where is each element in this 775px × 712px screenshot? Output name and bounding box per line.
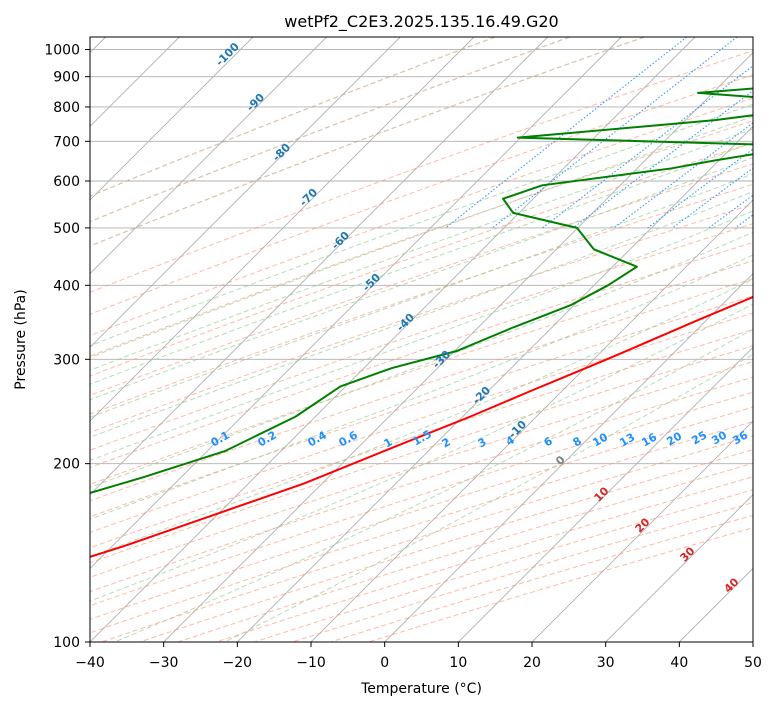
dry-adiabat-line	[90, 295, 753, 518]
dry-adiabat-line	[90, 391, 753, 607]
isotherm-line	[605, 494, 753, 642]
x-tick-label: −40	[75, 655, 105, 671]
plot-frame	[89, 36, 754, 643]
x-axis-label: Temperature (°C)	[360, 681, 482, 697]
y-tick-label: 600	[53, 174, 80, 190]
isotherm-line	[458, 346, 753, 642]
y-tick-label: 900	[53, 70, 80, 86]
dry-adiabat-line	[90, 223, 753, 451]
y-tick-label: 100	[53, 635, 80, 651]
moist-adiabat-line	[114, 328, 753, 642]
x-tick-label: 20	[523, 655, 541, 671]
moist-adiabat-line	[90, 115, 753, 359]
dry-adiabat-line	[90, 50, 753, 293]
y-tick-label: 300	[53, 352, 80, 368]
mixing-ratio-line	[613, 122, 753, 229]
isotherm-line	[237, 125, 753, 642]
moist-adiabat-line	[90, 142, 753, 385]
y-tick-label: 400	[53, 278, 80, 294]
dry-adiabat-line	[90, 260, 753, 485]
isotherm-line	[90, 37, 254, 201]
y-axis-label: Pressure (hPa)	[13, 289, 29, 389]
moist-adiabat-line	[90, 210, 753, 461]
dry-adiabat-line	[90, 345, 753, 564]
dry-adiabat-line	[90, 37, 496, 197]
x-tick-label: 10	[449, 655, 467, 671]
isotherm-line	[90, 37, 548, 496]
axes: −40 −30 −20 −10 0 10 20 30 40 50 100 200 300 400 500 60…	[44, 43, 762, 671]
dry-adiabat-line	[90, 312, 753, 534]
isotherm-line	[310, 199, 753, 642]
dry-adiabat-line	[90, 278, 753, 502]
moist-adiabat-line	[90, 173, 753, 418]
y-tick-label: 800	[53, 100, 80, 116]
dry-adiabat-line	[90, 163, 753, 396]
x-tick-label: 40	[670, 655, 688, 671]
dry-adiabat-line	[90, 97, 753, 337]
dry-adiabat-line	[90, 329, 753, 549]
y-tick-label: 200	[53, 457, 80, 473]
grid-lines	[90, 37, 753, 642]
x-tick-label: −30	[149, 655, 179, 671]
moist-adiabat-line	[90, 190, 753, 438]
profile-lines	[90, 87, 753, 558]
dry-adiabat-line	[90, 241, 753, 469]
x-tick-label: 50	[744, 655, 762, 671]
y-tick-label: 500	[53, 221, 80, 237]
x-tick-label: −20	[223, 655, 253, 671]
mixing-ratio-line	[672, 167, 753, 229]
mixing-ratio-line	[492, 37, 738, 229]
isotherm-line	[90, 37, 327, 275]
moist-adiabat-line	[90, 103, 753, 347]
sounding-line	[90, 87, 753, 494]
y-tick-label: 1000	[44, 43, 80, 59]
isotherm-line	[384, 273, 753, 642]
dry-adiabat-line	[90, 376, 753, 593]
dry-adiabat-line	[90, 37, 570, 223]
isotherm-line	[163, 52, 753, 642]
x-tick-label: 30	[597, 655, 615, 671]
x-tick-label: −10	[296, 655, 326, 671]
mixing-ratio-line	[445, 37, 688, 229]
isotherm-line	[90, 37, 696, 642]
x-tick-label: 0	[380, 655, 389, 671]
y-tick-label: 700	[53, 134, 80, 150]
mixing-ratio-line	[542, 65, 753, 229]
sounding-line	[90, 295, 753, 558]
dry-adiabat-line	[90, 142, 753, 377]
isotherm-line	[531, 420, 753, 642]
dry-adiabat-line	[90, 361, 753, 578]
chart-title: wetPf2_C2E3.2025.135.16.49.G20	[284, 12, 558, 32]
